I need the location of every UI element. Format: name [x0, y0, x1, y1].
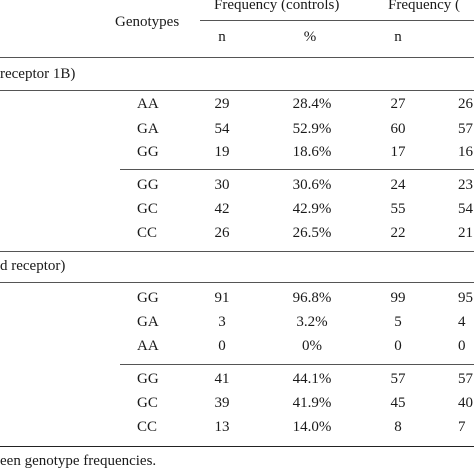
n-cases-cell: 22: [390, 225, 406, 241]
header-pct-controls: %: [303, 29, 317, 45]
header-bottom-rule: [0, 57, 474, 58]
header-frequency-cases: Frequency (: [388, 0, 461, 13]
n-controls-cell: 91: [214, 290, 230, 306]
pct-cases-cell: 95: [458, 290, 473, 306]
pct-controls-cell: 42.9%: [292, 201, 332, 217]
genotype-cell: GA: [137, 314, 159, 330]
header-n-controls: n: [218, 29, 226, 45]
section-rule: [0, 282, 474, 283]
pct-controls-cell: 30.6%: [292, 177, 332, 193]
genotype-cell: AA: [137, 338, 159, 354]
genotype-cell: CC: [137, 225, 158, 241]
section-rule: [0, 251, 474, 252]
genotype-cell: GG: [137, 177, 159, 193]
group-rule: [120, 364, 474, 365]
pct-controls-cell: 0%: [302, 338, 322, 354]
header-frequency-controls: Frequency (controls): [214, 0, 340, 13]
pct-controls-cell: 41.9%: [292, 395, 332, 411]
n-controls-cell: 29: [214, 96, 230, 112]
n-controls-cell: 42: [214, 201, 230, 217]
n-cases-cell: 5: [394, 314, 402, 330]
n-cases-cell: 57: [390, 371, 406, 387]
pct-controls-cell: 96.8%: [292, 290, 332, 306]
pct-cases-cell: 57: [458, 371, 473, 387]
pct-cases-cell: 0: [458, 338, 466, 354]
pct-controls-cell: 44.1%: [292, 371, 332, 387]
genotype-cell: GG: [137, 371, 159, 387]
n-controls-cell: 39: [214, 395, 230, 411]
n-controls-cell: 19: [214, 144, 230, 160]
n-controls-cell: 0: [218, 338, 226, 354]
pct-controls-cell: 14.0%: [292, 419, 332, 435]
header-genotypes: Genotypes: [115, 14, 180, 30]
n-cases-cell: 0: [394, 338, 402, 354]
genotype-cell: GC: [137, 395, 158, 411]
header-n-cases: n: [394, 29, 402, 45]
n-controls-cell: 30: [214, 177, 230, 193]
n-cases-cell: 24: [390, 177, 406, 193]
table-footnote: een genotype frequencies.: [0, 453, 157, 469]
n-controls-cell: 54: [214, 121, 230, 137]
n-cases-cell: 45: [390, 395, 406, 411]
pct-controls-cell: 52.9%: [292, 121, 332, 137]
n-controls-cell: 13: [214, 419, 230, 435]
genotype-cell: GG: [137, 144, 159, 160]
n-cases-cell: 27: [390, 96, 406, 112]
genotype-cell: GC: [137, 201, 158, 217]
section-label: d receptor): [0, 258, 66, 274]
n-cases-cell: 55: [390, 201, 406, 217]
pct-cases-cell: 4: [458, 314, 466, 330]
genotype-cell: CC: [137, 419, 158, 435]
pct-cases-cell: 57: [458, 121, 473, 137]
pct-cases-cell: 21: [458, 225, 473, 241]
pct-cases-cell: 16: [458, 144, 473, 160]
pct-controls-cell: 18.6%: [292, 144, 332, 160]
genotype-cell: GG: [137, 290, 159, 306]
pct-cases-cell: 23: [458, 177, 473, 193]
pct-controls-cell: 26.5%: [292, 225, 332, 241]
genotype-cell: GA: [137, 121, 159, 137]
header-subrule: [200, 20, 474, 21]
pct-controls-cell: 3.2%: [296, 314, 328, 330]
section-label: receptor 1B): [0, 66, 76, 82]
pct-cases-cell: 7: [458, 419, 466, 435]
table-bottom-rule: [0, 446, 474, 447]
n-controls-cell: 41: [214, 371, 230, 387]
n-cases-cell: 17: [390, 144, 406, 160]
pct-cases-cell: 26: [458, 96, 473, 112]
section-rule: [0, 90, 474, 91]
n-cases-cell: 99: [390, 290, 406, 306]
n-controls-cell: 26: [214, 225, 230, 241]
n-cases-cell: 8: [394, 419, 402, 435]
pct-cases-cell: 54: [458, 201, 473, 217]
pct-controls-cell: 28.4%: [292, 96, 332, 112]
genotype-cell: AA: [137, 96, 159, 112]
n-cases-cell: 60: [390, 121, 406, 137]
group-rule: [120, 169, 474, 170]
n-controls-cell: 3: [218, 314, 226, 330]
pct-cases-cell: 40: [458, 395, 473, 411]
